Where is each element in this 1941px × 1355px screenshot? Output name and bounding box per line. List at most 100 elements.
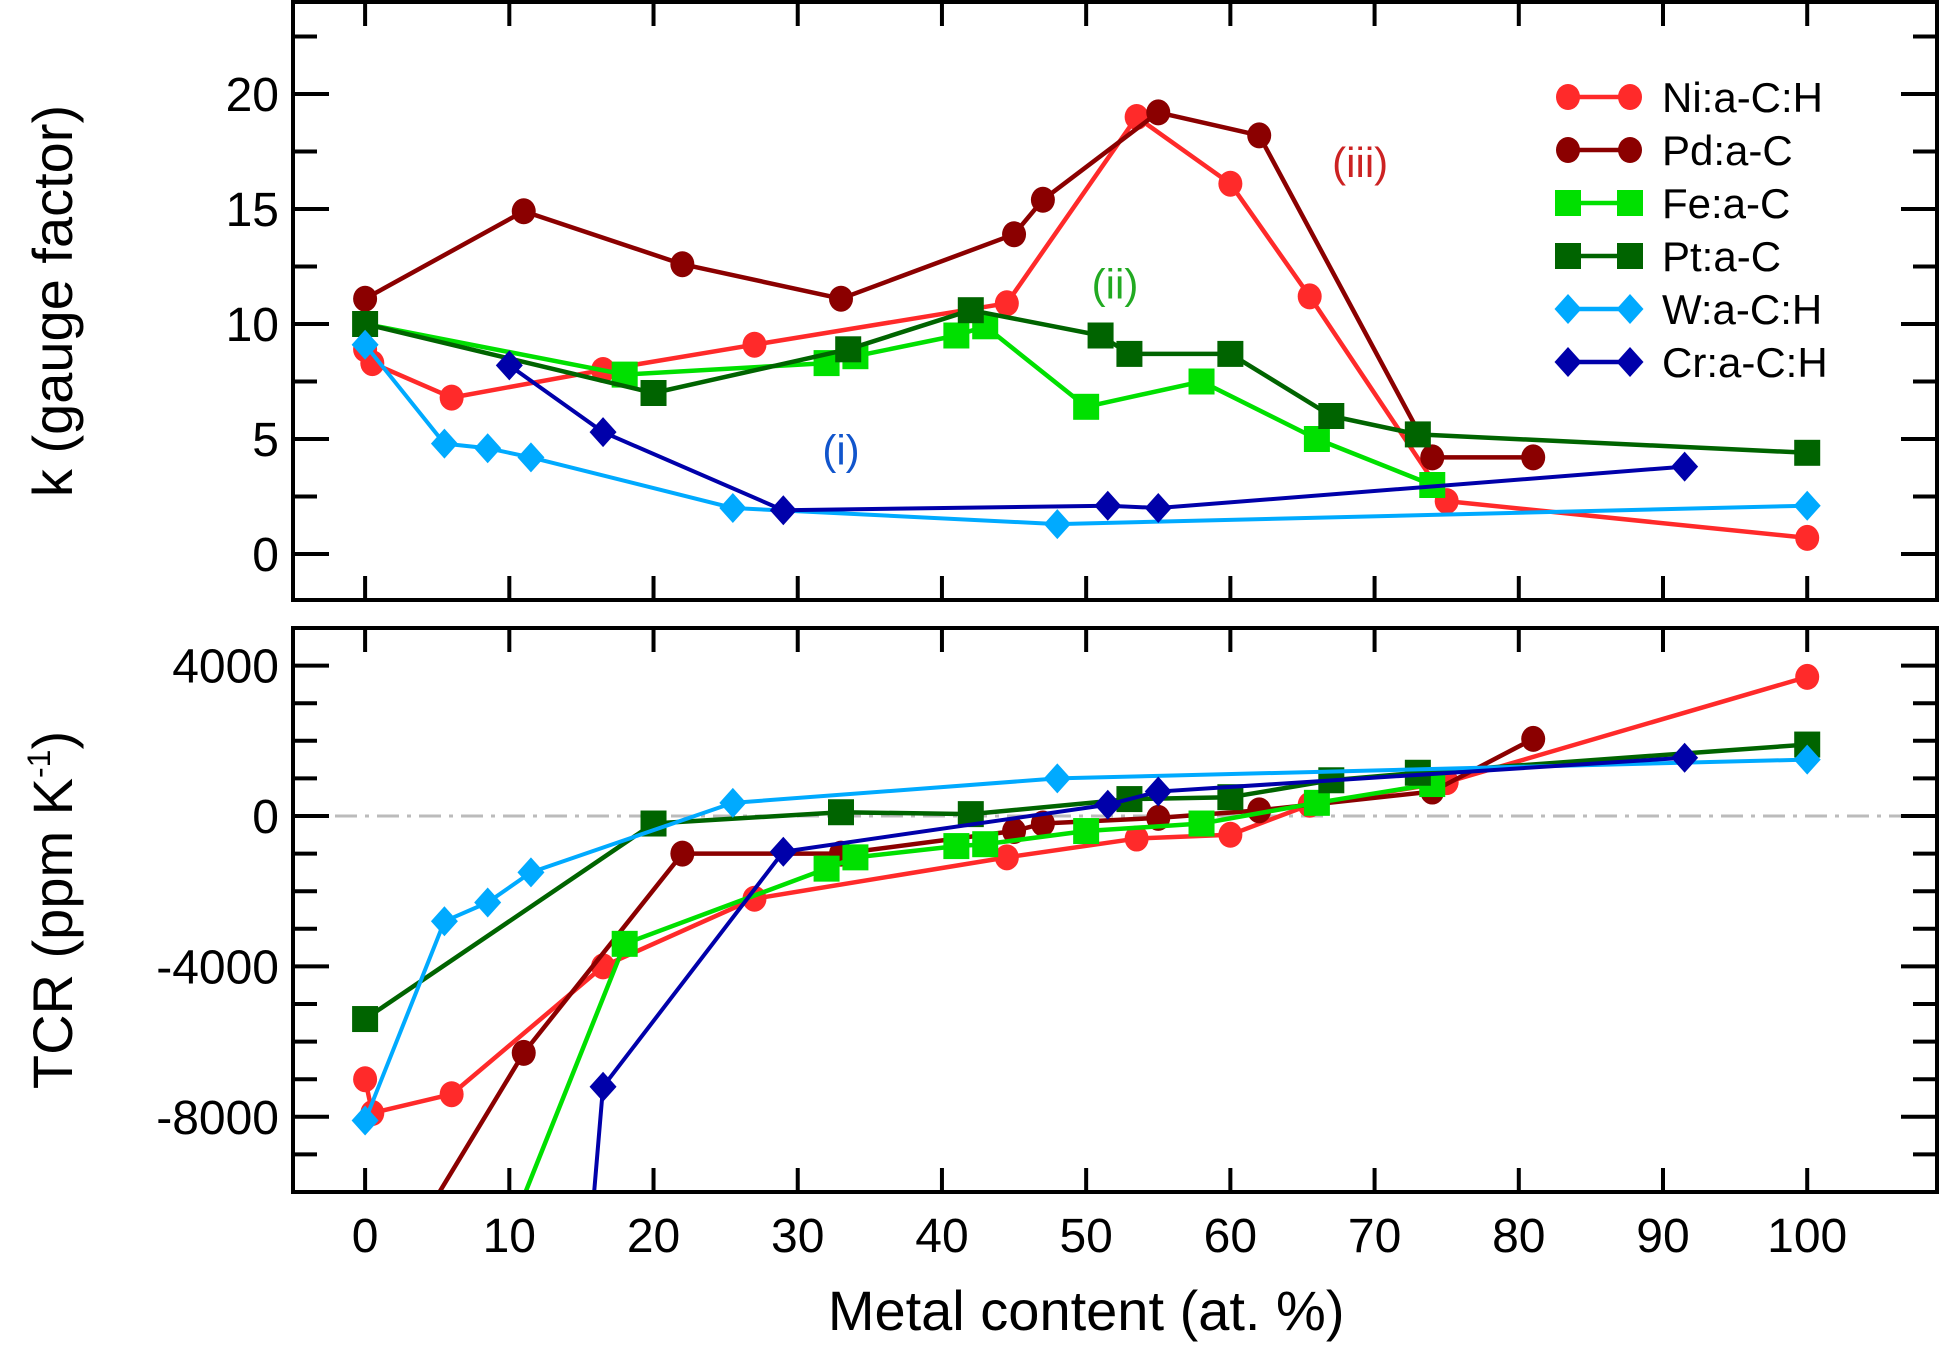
data-point	[769, 836, 797, 867]
data-point	[1073, 818, 1100, 845]
data-point	[1218, 821, 1243, 848]
data-point	[1146, 99, 1171, 126]
data-point	[943, 322, 970, 349]
plot-area	[351, 663, 1821, 1192]
data-point	[1420, 444, 1445, 471]
data-point	[474, 433, 502, 464]
data-point	[1521, 444, 1546, 471]
data-point	[495, 350, 523, 381]
data-point	[670, 251, 695, 278]
data-point	[1116, 340, 1143, 367]
legend-label: Cr:a-C:H	[1662, 339, 1828, 386]
data-point	[1144, 493, 1172, 523]
series-cr-a-c-h	[589, 742, 1699, 1192]
legend-label: Ni:a-C:H	[1662, 74, 1823, 121]
legend-marker	[1556, 137, 1580, 163]
data-point	[1043, 763, 1071, 794]
data-point	[1671, 742, 1699, 773]
data-point	[1087, 322, 1114, 349]
legend-marker	[1554, 294, 1582, 324]
series-line	[364, 321, 1434, 488]
data-point	[1793, 490, 1821, 521]
y-axis-title: TCR (ppm K-1)	[21, 731, 84, 1089]
legend-marker	[1618, 84, 1642, 110]
data-point	[1404, 421, 1431, 448]
data-point	[742, 331, 767, 358]
legend-marker	[1616, 347, 1644, 377]
data-point	[1303, 426, 1330, 452]
data-point	[1795, 524, 1820, 551]
data-point	[835, 336, 862, 363]
legend-marker	[1554, 347, 1582, 377]
x-tick-label: 70	[1348, 1210, 1401, 1263]
y-tick-label: 20	[226, 69, 279, 122]
data-point	[430, 906, 458, 937]
annotation-label: (i)	[822, 426, 859, 473]
data-point	[994, 844, 1019, 871]
data-point	[1124, 825, 1149, 852]
x-tick-label: 60	[1204, 1210, 1257, 1263]
data-point	[1247, 122, 1272, 149]
legend-label: W:a-C:H	[1662, 286, 1822, 333]
data-point	[1043, 509, 1071, 540]
data-point	[1094, 490, 1122, 521]
panel-gauge-factor: 0 5 10 15 20 k (gauge factor) (i) (ii) (iii) Ni:a…	[21, 0, 1939, 602]
data-point	[1030, 810, 1055, 837]
data-point	[813, 855, 840, 882]
legend-label: Pt:a-C	[1662, 233, 1781, 280]
data-point	[1188, 368, 1215, 395]
data-point	[1297, 283, 1322, 310]
y-axis-title: k (gauge factor)	[21, 105, 84, 497]
data-point	[611, 930, 638, 957]
data-point	[1217, 340, 1244, 367]
plot-area	[351, 99, 1821, 551]
data-point	[1030, 186, 1055, 213]
data-point	[1188, 810, 1215, 837]
data-point	[1094, 789, 1122, 820]
data-point	[589, 417, 617, 448]
legend-label: Fe:a-C	[1662, 180, 1790, 227]
series-fe-a-c	[364, 313, 1446, 498]
data-point	[1793, 744, 1821, 775]
y-tick-label: -4000	[156, 941, 279, 994]
data-point	[670, 840, 695, 867]
x-tick-label: 20	[627, 1210, 680, 1263]
y-tick-label: 4000	[172, 641, 279, 694]
x-tick-label: 80	[1492, 1210, 1545, 1263]
data-point	[589, 1071, 617, 1102]
data-point	[430, 428, 458, 459]
y-tick-label: 10	[226, 299, 279, 352]
legend-marker	[1555, 243, 1581, 269]
data-point	[439, 384, 464, 411]
legend-item: Pd:a-C	[1556, 127, 1793, 174]
legend-item: Cr:a-C:H	[1554, 339, 1828, 386]
y-tick-label: 0	[252, 791, 279, 844]
data-point	[474, 887, 502, 918]
legend-marker	[1617, 190, 1643, 216]
data-point	[972, 831, 999, 858]
data-point	[511, 1039, 536, 1066]
data-point	[769, 495, 797, 526]
y-tick-label: 15	[226, 184, 279, 237]
series-fe-a-c	[523, 771, 1446, 1192]
data-point	[517, 442, 545, 473]
data-point	[1671, 451, 1699, 482]
legend-item: Ni:a-C:H	[1556, 74, 1823, 121]
x-axis-title: Metal content (at. %)	[828, 1279, 1345, 1342]
series-pd-a-c	[353, 99, 1546, 471]
data-point	[351, 1105, 379, 1136]
legend-item: Fe:a-C	[1555, 180, 1790, 227]
legend-item: W:a-C:H	[1554, 286, 1822, 333]
x-tick-label: 10	[483, 1210, 536, 1263]
legend-item: Pt:a-C	[1555, 233, 1781, 280]
data-point	[1521, 725, 1546, 752]
data-point	[353, 285, 378, 312]
data-point	[1318, 403, 1345, 429]
data-point	[994, 290, 1019, 317]
data-point	[1218, 170, 1243, 197]
series-line	[592, 755, 1685, 1192]
y-tick-label: -8000	[156, 1092, 279, 1145]
data-point	[439, 1081, 464, 1108]
x-tick-label: 30	[771, 1210, 824, 1263]
